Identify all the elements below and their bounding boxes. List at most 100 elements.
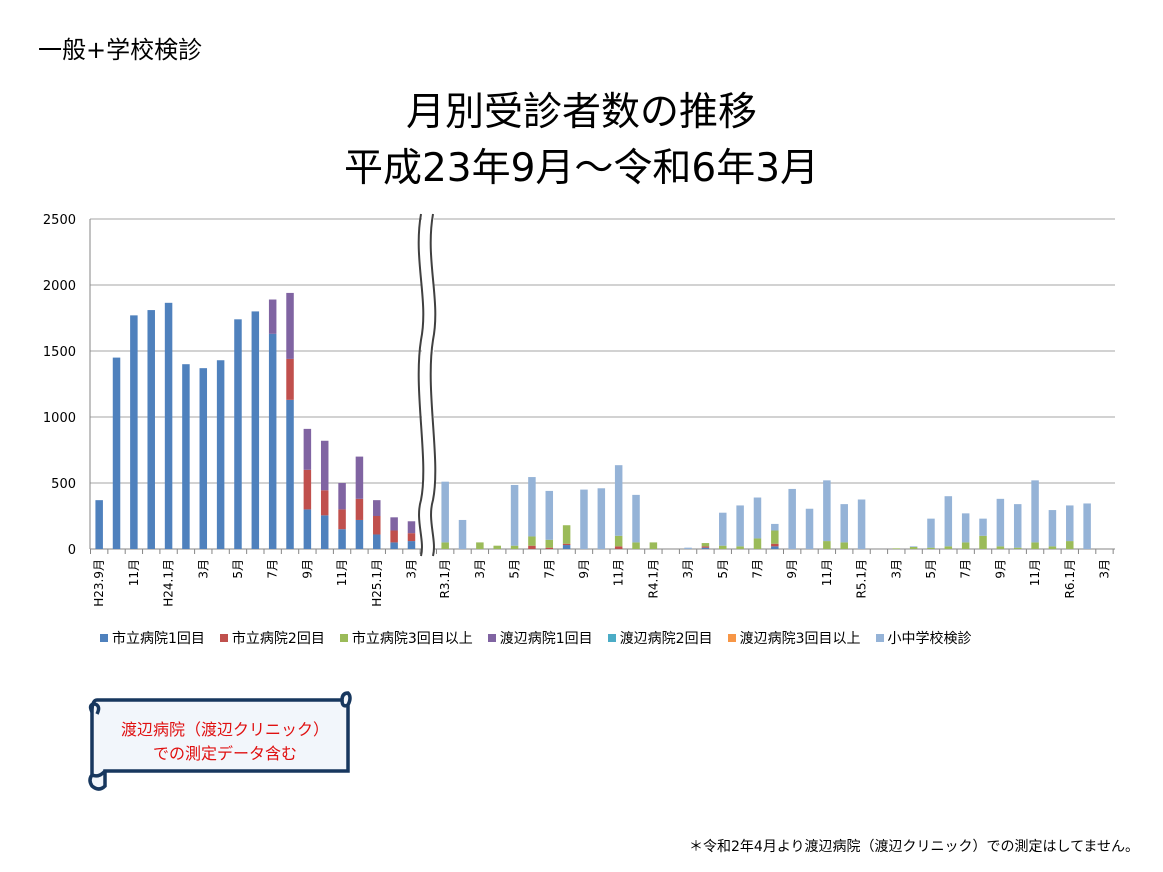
bar-2-20-s3 <box>771 530 779 544</box>
y-tick-label: 1000 <box>43 411 76 426</box>
x-tick-label: 5月 <box>508 559 522 579</box>
legend-item: 渡辺病院1回目 <box>487 628 593 648</box>
x-tick-label: 7月 <box>542 559 556 579</box>
corner-title: 一般+学校検診 <box>38 36 203 64</box>
legend-swatch <box>727 634 736 642</box>
axis-break-right <box>429 213 437 557</box>
bar-2-35-s3 <box>1031 542 1039 549</box>
bar-1-13-s1 <box>303 509 312 549</box>
bar-2-19-s7 <box>753 497 762 539</box>
bar-2-12-s3 <box>632 542 640 549</box>
bar-2-4-s3 <box>493 545 501 549</box>
legend-swatch <box>339 634 348 642</box>
legend-swatch <box>607 634 616 642</box>
bar-1-19-s4 <box>407 521 416 534</box>
bar-1-11-s1 <box>268 333 277 549</box>
bar-1-16-s2 <box>355 498 364 520</box>
note-line-2: での測定データ含む <box>152 744 297 763</box>
bar-2-37-s7 <box>1066 505 1074 542</box>
bar-2-6-s3 <box>528 536 536 546</box>
x-tick-label: R6.1月 <box>1063 559 1077 598</box>
bar-2-18-s3 <box>736 546 744 549</box>
bar-1-18-s1 <box>390 542 398 549</box>
legend-item: 小中学校検診 <box>875 628 972 648</box>
bar-2-3-s3 <box>476 542 484 549</box>
bar-2-7-s3 <box>545 539 554 548</box>
bar-1-16-s4 <box>355 456 364 499</box>
bar-2-8-s3 <box>562 525 571 544</box>
scroll-note: 渡辺病院（渡辺クリニック） での測定データ含む <box>100 718 350 766</box>
chart-title: 月別受診者数の推移 <box>405 90 757 135</box>
bar-2-24-s7 <box>840 504 848 543</box>
x-tick-label: 3月 <box>196 559 210 579</box>
axis-break-band <box>422 212 434 558</box>
bar-2-30-s3 <box>944 546 953 549</box>
bar-2-27-s3 <box>892 548 901 549</box>
bar-2-23-s7 <box>823 480 831 542</box>
bar-1-10-s1 <box>251 311 260 549</box>
bar-2-21-s7 <box>788 488 796 549</box>
x-tick-label: 9月 <box>577 559 591 579</box>
bar-2-20-s1 <box>771 546 779 549</box>
bar-1-2-s1 <box>112 357 121 549</box>
bar-2-37-s3 <box>1066 541 1074 549</box>
bar-2-16-s1 <box>701 547 710 549</box>
bar-2-29-s7 <box>927 518 935 548</box>
bar-1-13-s4 <box>303 428 312 470</box>
footnote: ＊令和2年4月より渡辺病院（渡辺クリニック）での測定はしてません。 <box>689 839 1139 855</box>
x-tick-label: 7月 <box>750 559 764 579</box>
legend-item: 渡辺病院2回目 <box>607 628 713 648</box>
bar-1-15-s1 <box>338 529 346 549</box>
legend-label: 市立病院1回目 <box>112 631 205 647</box>
bar-1-15-s4 <box>338 483 346 510</box>
bar-1-17-s1 <box>373 534 381 549</box>
bar-2-31-s7 <box>961 513 970 543</box>
x-tick-label: R4.1月 <box>646 559 660 598</box>
bar-2-28-s3 <box>909 547 918 549</box>
bar-1-17-s4 <box>373 500 381 516</box>
bar-2-19-s3 <box>753 538 762 549</box>
y-tick-label: 2000 <box>43 279 76 294</box>
legend-item: 市立病院2回目 <box>219 628 325 648</box>
y-tick-label: 500 <box>51 477 76 492</box>
x-tick-label: 3月 <box>889 559 903 579</box>
x-tick-label: 7月 <box>266 559 280 579</box>
bar-2-33-s7 <box>996 498 1005 547</box>
legend-item: 市立病院3回目以上 <box>339 628 473 648</box>
legend-swatch <box>100 634 108 642</box>
bar-1-19-s2 <box>407 533 416 542</box>
legend-label: 渡辺病院1回目 <box>499 631 593 647</box>
bar-2-17-s7 <box>719 512 727 546</box>
bar-1-18-s4 <box>390 517 398 531</box>
bar-2-20-s2 <box>771 543 779 547</box>
bar-1-13-s2 <box>303 469 312 510</box>
bar-2-6-s2 <box>528 545 536 549</box>
bar-2-10-s7 <box>597 488 606 549</box>
legend-item: 渡辺病院3回目以上 <box>727 628 861 648</box>
bar-2-30-s7 <box>944 496 953 547</box>
bar-2-2-s7 <box>458 519 467 549</box>
bar-2-18-s7 <box>736 505 744 547</box>
bar-2-8-s1 <box>562 545 571 549</box>
bar-2-1-s3 <box>441 542 449 549</box>
legend-label: 市立病院3回目以上 <box>351 631 473 647</box>
y-tick-label: 1500 <box>43 345 76 360</box>
bar-1-14-s4 <box>320 440 329 491</box>
x-tick-label: 3月 <box>473 559 487 579</box>
bar-1-1-s1 <box>95 500 103 549</box>
bar-1-6-s1 <box>182 364 190 549</box>
bar-2-13-s3 <box>649 542 658 549</box>
x-tick-label: 5月 <box>716 559 730 579</box>
chart-legend: 市立病院1回目 市立病院2回目 市立病院3回目以上 渡辺病院1回目 渡辺病院2回目 渡辺病… <box>100 628 972 648</box>
bar-2-12-s7 <box>632 494 640 543</box>
bar-2-22-s7 <box>805 508 814 549</box>
bar-1-18-s2 <box>390 530 398 543</box>
legend-label: 小中学校検診 <box>887 631 972 647</box>
bar-2-5-s7 <box>510 484 519 546</box>
bar-2-34-s3 <box>1013 547 1022 549</box>
legend-item: 市立病院1回目 <box>100 628 205 648</box>
bar-2-16-s2 <box>701 546 710 548</box>
x-tick-label: 5月 <box>231 559 245 579</box>
bar-1-15-s2 <box>338 509 346 530</box>
